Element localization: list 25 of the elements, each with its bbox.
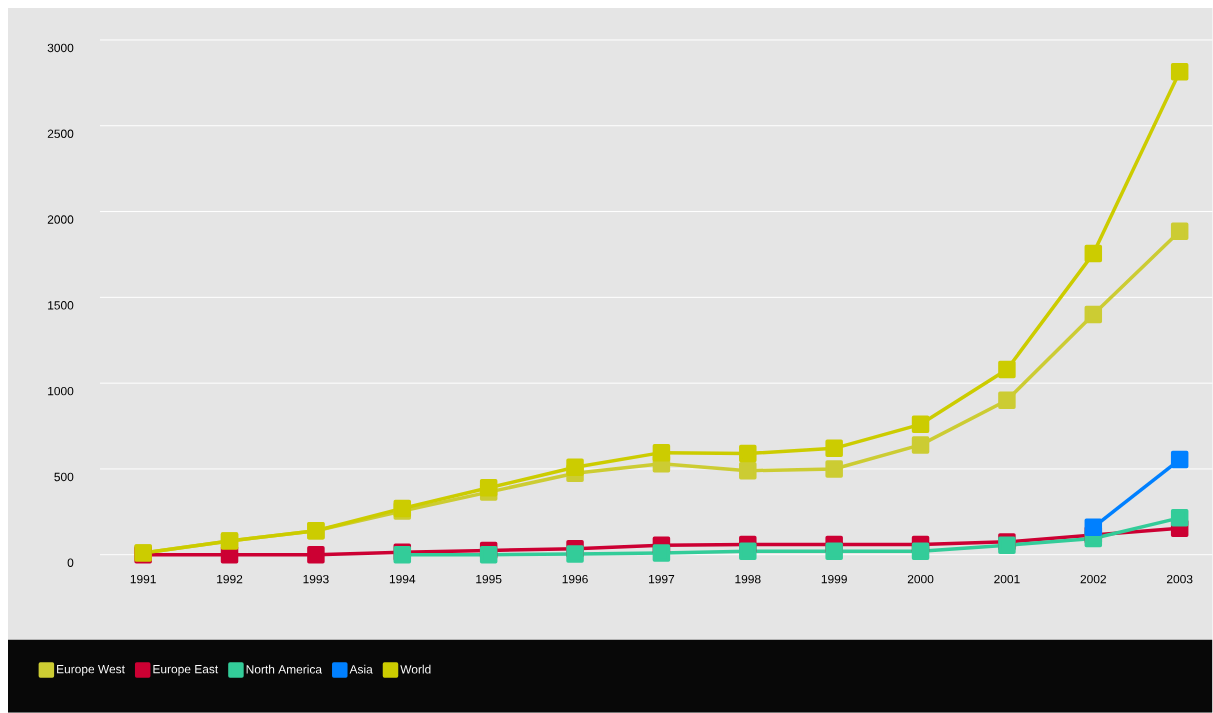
x-tick-label: 1994	[389, 575, 416, 584]
y-tick-label: 1500	[48, 301, 74, 310]
legend-label: Europe West	[57, 665, 125, 676]
x-tick-label: 1996	[562, 575, 588, 584]
x-tick-label: 1991	[130, 575, 156, 584]
x-tick-label: 1995	[476, 575, 502, 584]
y-tick-label: 500	[54, 472, 74, 482]
x-tick-label: 1997	[649, 575, 675, 584]
x-tick-label: 2003	[1166, 575, 1193, 584]
legend-label: Europe East	[153, 665, 219, 676]
x-tick-label: 2001	[994, 575, 1020, 584]
legend-label: Asia	[349, 664, 373, 674]
x-tick-label: 2000	[907, 575, 934, 584]
y-tick-label: 2000	[47, 215, 74, 224]
y-tick-label: 3000	[47, 43, 74, 53]
x-tick-label: 1998	[735, 575, 761, 584]
legend-label: North America	[246, 664, 323, 674]
y-tick-label: 1000	[48, 387, 74, 396]
x-tick-label: 1993	[303, 575, 329, 584]
x-tick-label: 2002	[1080, 575, 1106, 584]
x-tick-label: 1992	[217, 575, 243, 584]
y-tick-label: 0	[67, 558, 74, 568]
y-tick-label: 2500	[47, 129, 74, 139]
x-tick-label: 1999	[821, 575, 847, 584]
legend-label: World	[400, 664, 431, 674]
